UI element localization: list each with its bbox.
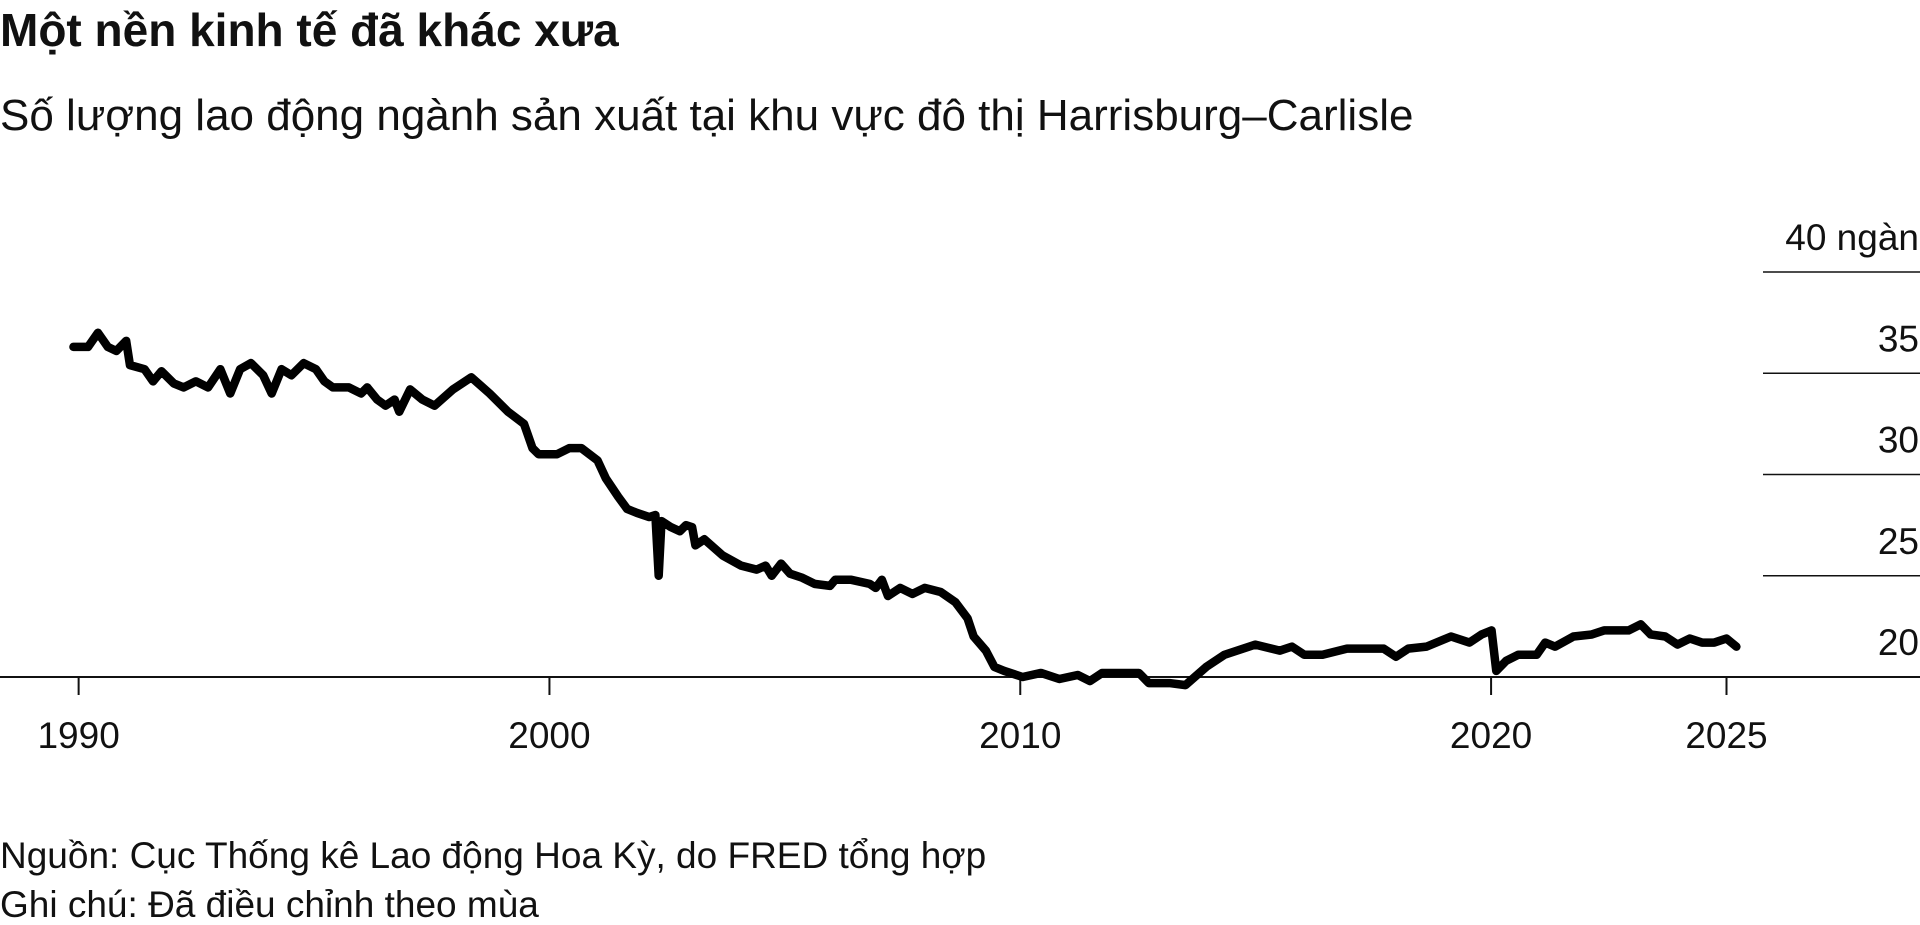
- x-tick-label: 2025: [1685, 715, 1767, 756]
- x-tick-label: 2020: [1450, 715, 1532, 756]
- data-line: [69, 328, 1741, 690]
- note: Ghi chú: Đã điều chỉnh theo mùa: [0, 884, 539, 925]
- chart-title: Một nền kinh tế đã khác xưa: [0, 4, 619, 56]
- y-tick-label: 25: [1878, 521, 1919, 562]
- x-tick-label: 1990: [37, 715, 119, 756]
- y-tick-label: 20: [1878, 622, 1919, 663]
- x-tick-label: 2010: [979, 715, 1061, 756]
- y-tick-label: 35: [1878, 318, 1919, 359]
- source: Nguồn: Cục Thống kê Lao động Hoa Kỳ, do …: [0, 835, 986, 876]
- chart-subtitle: Số lượng lao động ngành sản xuất tại khu…: [0, 91, 1413, 140]
- y-tick-label: 30: [1878, 420, 1919, 461]
- x-tick-label: 2000: [508, 715, 590, 756]
- y-tick-label: 40 ngàn: [1785, 217, 1919, 258]
